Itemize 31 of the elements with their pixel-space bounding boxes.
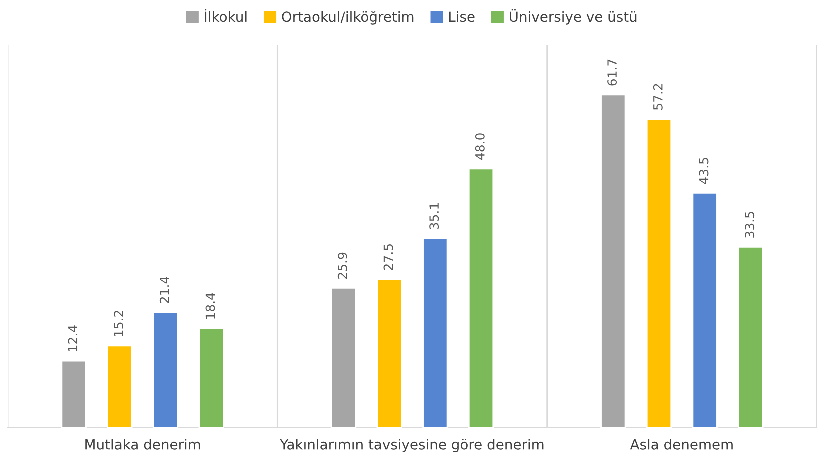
- data-label: 21.4: [160, 277, 170, 304]
- data-label: 43.5: [699, 158, 709, 184]
- bar: [376, 278, 402, 428]
- bar: [422, 238, 448, 428]
- legend-label: Ortaokul/ilköğretim: [282, 11, 414, 25]
- data-label: 57.2: [653, 84, 663, 110]
- legend-label: Lise: [449, 11, 475, 22]
- data-label: 33.5: [745, 212, 755, 238]
- x-tick-label: Mutlaka denerim: [86, 439, 200, 450]
- bar: [468, 168, 494, 428]
- x-tick-label: Yakınlarımın tavsiyesine göre denerim: [280, 439, 544, 453]
- data-label: 35.1: [430, 204, 440, 230]
- data-label: 15.2: [114, 311, 124, 336]
- bar: [152, 312, 179, 428]
- bar: [330, 288, 357, 428]
- bar: [692, 192, 718, 428]
- data-label: 12.4: [68, 326, 78, 352]
- legend-label: Üniversiye ve üstü: [510, 9, 637, 25]
- bar: [646, 118, 672, 428]
- data-label: 48.0: [475, 134, 485, 160]
- bar: [738, 246, 764, 428]
- data-label: 25.9: [338, 252, 348, 279]
- bar: [198, 328, 224, 428]
- bar: [107, 345, 133, 428]
- x-tick-label: Asla denemem: [630, 439, 733, 450]
- legend-label: İlkokul: [205, 9, 247, 22]
- data-label: 27.5: [384, 244, 394, 270]
- bar: [61, 360, 87, 428]
- bar: [600, 94, 626, 428]
- data-label: 18.4: [206, 293, 216, 319]
- data-label: 61.7: [608, 60, 618, 86]
